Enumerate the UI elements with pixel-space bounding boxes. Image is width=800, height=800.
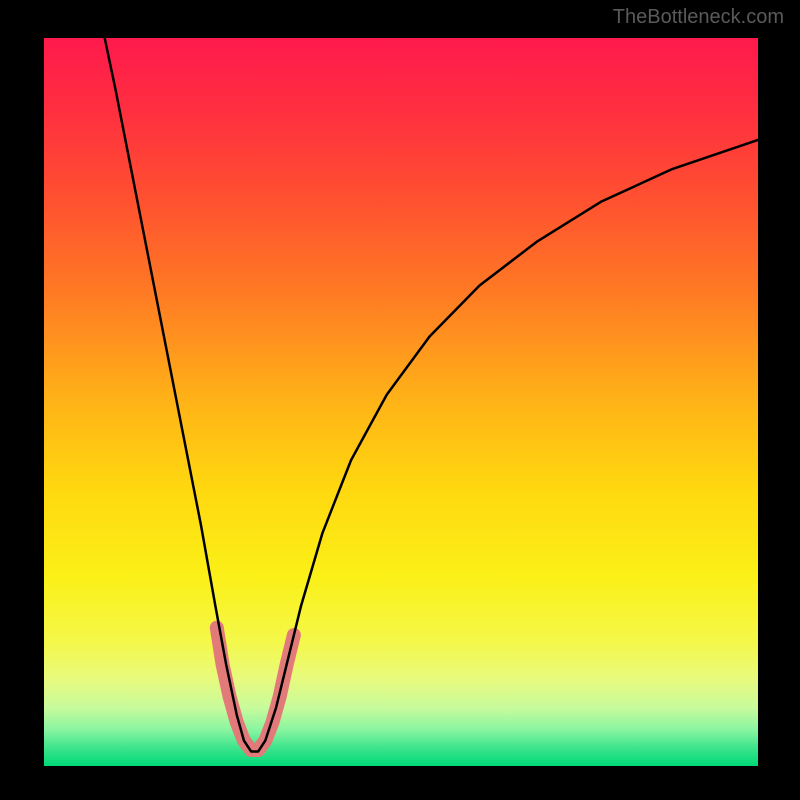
watermark-text: TheBottleneck.com <box>613 6 784 29</box>
plot-background-gradient <box>44 38 758 766</box>
bottleneck-chart <box>0 0 800 800</box>
chart-stage: TheBottleneck.com <box>0 0 800 800</box>
